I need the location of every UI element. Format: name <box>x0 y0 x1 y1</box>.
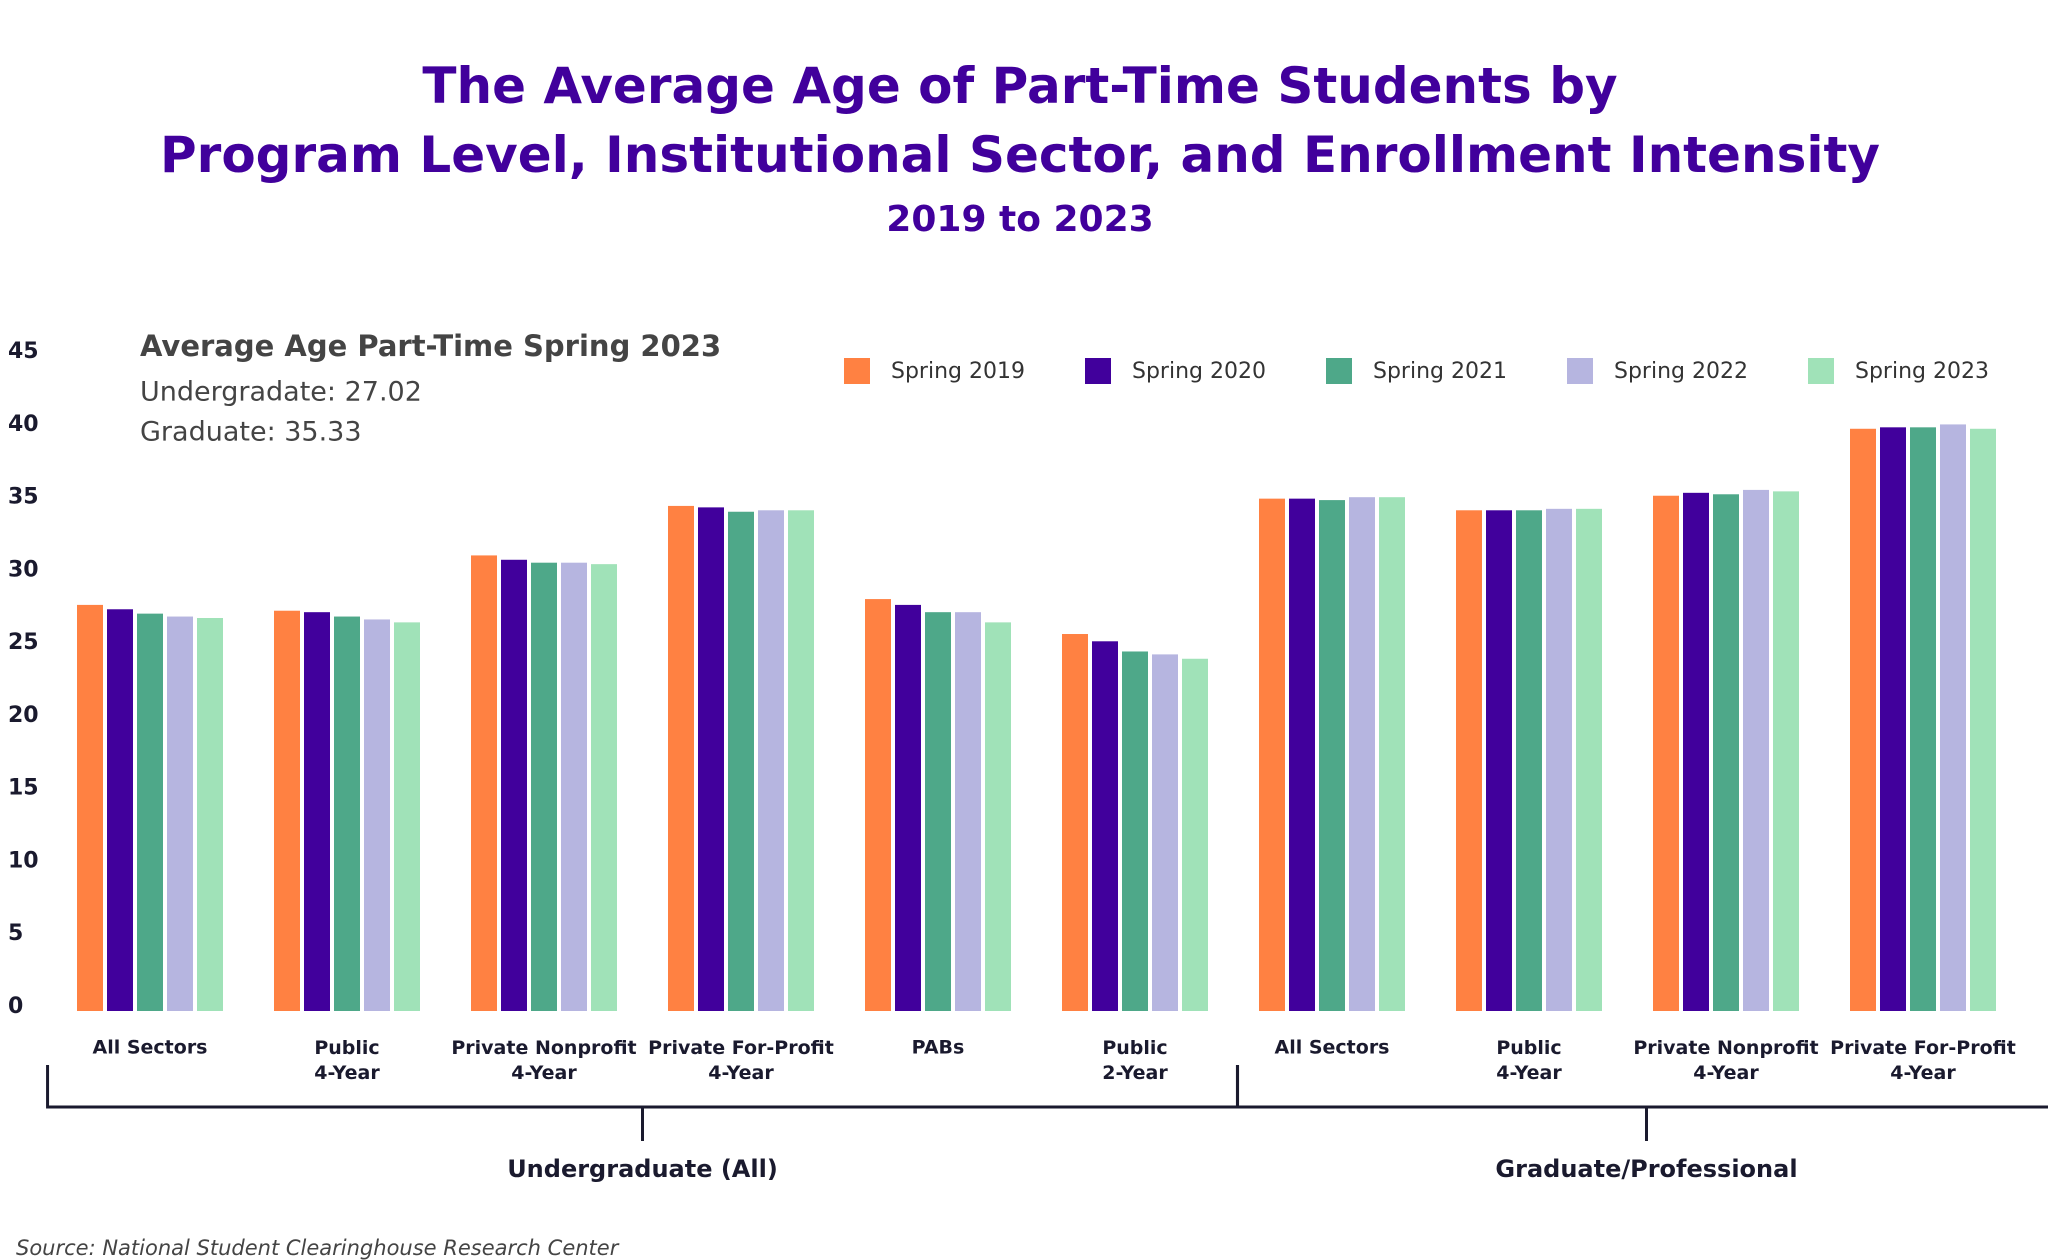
bar <box>531 562 557 1011</box>
bar <box>728 511 754 1011</box>
legend-swatch <box>1567 358 1593 384</box>
x-tick-label: Private For-Profit 4-Year <box>648 1037 834 1084</box>
x-tick-label: All Sectors <box>1275 1037 1390 1059</box>
bar <box>758 510 784 1011</box>
bar <box>591 564 617 1011</box>
legend-label: Spring 2020 <box>1132 359 1266 384</box>
chart-subtitle: 2019 to 2023 <box>886 199 1153 240</box>
annotation-heading: Average Age Part-Time Spring 2023 <box>140 329 721 363</box>
bar <box>1940 424 1966 1011</box>
bar <box>1259 498 1285 1012</box>
bar <box>304 612 330 1011</box>
bar <box>985 622 1011 1011</box>
bar <box>895 604 921 1011</box>
y-tick-label: 10 <box>8 848 39 873</box>
y-tick-label: 45 <box>8 339 39 364</box>
bar <box>334 616 360 1011</box>
bar <box>668 505 694 1011</box>
bar <box>1850 428 1876 1011</box>
bar <box>925 612 951 1011</box>
bar <box>1773 491 1799 1011</box>
bar <box>107 609 133 1011</box>
legend-swatch <box>844 358 870 384</box>
legend-label: Spring 2022 <box>1614 359 1748 384</box>
bar <box>561 562 587 1011</box>
bar <box>1576 508 1602 1011</box>
x-tick-label: Private Nonprofit 4-Year <box>451 1037 636 1084</box>
bar <box>394 622 420 1011</box>
bar <box>1062 634 1088 1011</box>
bar <box>1182 658 1208 1011</box>
bar <box>1379 497 1405 1011</box>
y-tick-label: 0 <box>8 994 23 1019</box>
chart-title: The Average Age of Part-Time Students by… <box>160 57 1880 184</box>
y-tick-label: 20 <box>8 703 39 728</box>
bar <box>274 610 300 1011</box>
bar <box>1653 495 1679 1011</box>
x-tick-label: Public 4-Year <box>1496 1037 1562 1084</box>
x-tick-label: All Sectors <box>93 1037 208 1059</box>
x-tick-label: Public 4-Year <box>314 1037 380 1084</box>
bar <box>1683 492 1709 1011</box>
bar <box>471 555 497 1011</box>
annotation-line: Undergradate: 27.02 <box>140 377 422 408</box>
legend-swatch <box>1085 358 1111 384</box>
x-tick-label: PABs <box>912 1037 965 1059</box>
y-tick-label: 30 <box>8 557 39 582</box>
x-tick-label: Private Nonprofit 4-Year <box>1633 1037 1818 1084</box>
y-tick-label: 35 <box>8 485 39 510</box>
annotation-line: Graduate: 35.33 <box>140 417 362 448</box>
legend-swatch <box>1326 358 1352 384</box>
bar <box>1092 641 1118 1011</box>
legend-swatch <box>1808 358 1834 384</box>
bar <box>955 612 981 1011</box>
bar <box>1713 494 1739 1011</box>
y-tick-label: 40 <box>8 412 39 437</box>
bar <box>1486 510 1512 1011</box>
bar <box>197 618 223 1011</box>
bar <box>1456 510 1482 1011</box>
bar <box>77 604 103 1011</box>
bar <box>1516 510 1542 1011</box>
bar <box>1880 427 1906 1011</box>
bar <box>137 613 163 1011</box>
bar <box>364 619 390 1011</box>
bar <box>1970 428 1996 1011</box>
group-label: Undergraduate (All) <box>507 1155 778 1183</box>
bar <box>788 510 814 1011</box>
legend-label: Spring 2019 <box>891 359 1025 384</box>
bar <box>1546 508 1572 1011</box>
bar <box>1319 500 1345 1011</box>
legend-label: Spring 2021 <box>1373 359 1507 384</box>
bar <box>865 599 891 1011</box>
source: Source: National Student Clearinghouse R… <box>16 1236 620 1260</box>
group-bracket <box>46 1065 1239 1141</box>
y-tick-label: 25 <box>8 630 39 655</box>
bar <box>1122 651 1148 1011</box>
y-tick-label: 15 <box>8 776 39 801</box>
y-tick-label: 5 <box>8 921 23 946</box>
group-bracket <box>1236 1065 2048 1141</box>
bar <box>1743 489 1769 1011</box>
x-tick-label: Private For-Profit 4-Year <box>1830 1037 2016 1084</box>
bar <box>1289 498 1315 1012</box>
group-label: Graduate/Professional <box>1495 1155 1797 1183</box>
legend-label: Spring 2023 <box>1855 359 1989 384</box>
x-tick-label: Public 2-Year <box>1102 1037 1168 1084</box>
bar <box>1349 497 1375 1011</box>
bar <box>167 616 193 1011</box>
bar <box>501 559 527 1011</box>
bar <box>1152 654 1178 1011</box>
bar <box>698 507 724 1011</box>
bar <box>1910 427 1936 1011</box>
